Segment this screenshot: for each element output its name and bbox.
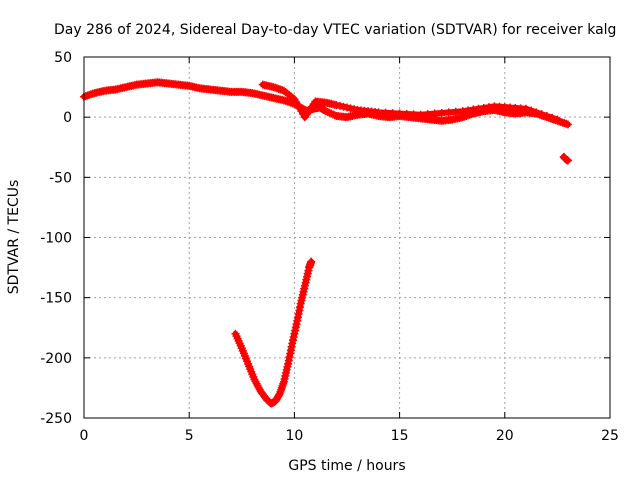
data-point: [307, 257, 316, 266]
data-point: [328, 110, 337, 119]
x-tick-label: 10: [285, 428, 303, 444]
data-point: [463, 106, 472, 115]
y-tick-label: -50: [49, 170, 72, 186]
y-tick-label: -100: [40, 231, 72, 247]
x-tick-label: 25: [601, 428, 619, 444]
x-tick-label: 15: [391, 428, 409, 444]
y-tick-label: -150: [40, 291, 72, 307]
data-point: [423, 110, 432, 119]
data-point: [374, 108, 383, 117]
x-axis-label: GPS time / hours: [288, 458, 405, 474]
data-point: [332, 101, 341, 110]
data-point: [350, 105, 359, 114]
data-point: [327, 109, 336, 118]
data-point: [335, 101, 344, 110]
data-point: [479, 103, 488, 112]
data-point: [474, 104, 483, 113]
data-point: [343, 103, 351, 112]
y-tick-label: -200: [40, 351, 72, 367]
y-tick-label: 0: [63, 110, 72, 126]
data-point: [469, 105, 478, 114]
data-point: [485, 103, 494, 112]
data-point: [388, 109, 397, 118]
data-point: [288, 93, 297, 102]
x-tick-label: 5: [185, 428, 194, 444]
x-tick-label: 20: [496, 428, 514, 444]
data-point: [451, 107, 460, 116]
data-point: [381, 108, 390, 117]
data-point: [542, 111, 551, 120]
data-point: [563, 156, 572, 165]
chart-title: Day 286 of 2024, Sidereal Day-to-day VTE…: [54, 22, 616, 38]
data-point: [537, 110, 546, 119]
data-point: [437, 108, 446, 117]
x-tick-label: 0: [80, 428, 89, 444]
data-point: [395, 109, 404, 118]
data-point: [346, 104, 355, 113]
series-late-outlier: [559, 152, 572, 165]
data-point: [409, 110, 418, 119]
data-point: [323, 107, 332, 116]
series-marks: [80, 78, 572, 408]
data-point: [444, 108, 453, 117]
data-point: [330, 111, 339, 120]
data-point: [548, 113, 557, 122]
data-point: [532, 108, 541, 117]
series-secondary: [258, 80, 562, 124]
data-point: [553, 115, 562, 124]
data-point: [563, 120, 572, 129]
data-point: [430, 109, 439, 118]
data-point: [521, 104, 530, 113]
series-dip-curve: [231, 257, 316, 408]
data-point: [339, 102, 348, 111]
y-tick-label: -250: [40, 411, 72, 427]
data-point: [325, 108, 334, 117]
data-point: [416, 110, 425, 119]
data-point: [458, 107, 467, 116]
data-point: [527, 106, 536, 115]
data-point: [321, 107, 330, 116]
y-axis-label: SDTVAR / TECUs: [6, 180, 22, 295]
y-tick-label: 50: [54, 50, 72, 66]
axis-ticks: 0 5 10 15 20 25 50 0 -50 -100 -150 -200 -250: [40, 50, 619, 444]
data-point: [402, 109, 411, 118]
